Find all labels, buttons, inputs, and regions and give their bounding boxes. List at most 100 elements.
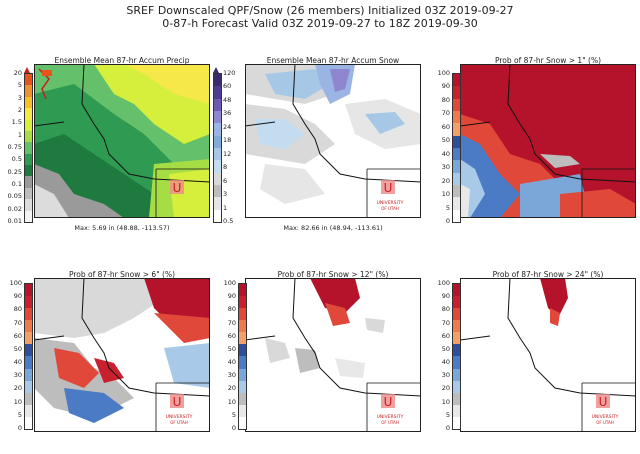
colorbar-tick-label: 10 <box>13 397 22 406</box>
colorbar-swatch <box>214 135 221 148</box>
panel-title-prob-12in: Prob of 87-hr Snow > 12" (%) <box>277 270 389 279</box>
colorbar-swatch <box>453 123 460 136</box>
logo-u: U <box>384 395 393 409</box>
colorbar-swatch <box>453 380 460 393</box>
colorbar-tick-label: 80 <box>13 305 22 314</box>
colorbar-tick-label: 90 <box>441 292 450 301</box>
colorbar-tick-label: 5 <box>17 410 22 419</box>
colorbar-swatch <box>453 110 460 124</box>
colorbar-swatch <box>214 172 221 185</box>
figure-title-line1: SREF Downscaled QPF/Snow (26 members) In… <box>126 4 514 17</box>
colorbar-swatch <box>453 404 460 417</box>
logo-u: U <box>173 181 182 195</box>
colorbar-swatch <box>239 368 246 381</box>
map-prob-1in <box>460 64 636 218</box>
logo-text: OF UTAH <box>596 420 614 425</box>
colorbar-tick-label: 0.5 <box>223 217 234 225</box>
colorbar-extend-arrow <box>24 67 30 73</box>
colorbar-tick-label: 40 <box>227 358 236 367</box>
logo-text: OF UTAH <box>381 420 399 425</box>
colorbar-swatch <box>25 284 32 297</box>
panel-title-prob-24in: Prob of 87-hr Snow > 24" (%) <box>492 270 604 279</box>
colorbar-swatch <box>25 85 32 97</box>
colorbar-tick-label: 60 <box>13 331 22 340</box>
colorbar-swatch <box>239 344 246 357</box>
colorbar-swatch <box>239 404 246 417</box>
colorbar-swatch <box>25 74 32 86</box>
colorbar-tick-label: 50 <box>441 136 450 145</box>
colorbar <box>213 73 222 223</box>
colorbar-tick-label: 120 <box>223 69 236 77</box>
colorbar-swatch <box>214 98 221 111</box>
colorbar-tick-label: 2 <box>17 106 22 114</box>
colorbar-swatch <box>239 356 246 369</box>
figure-title-line2: 0-87-h Forecast Valid 03Z 2019-09-27 to … <box>162 17 478 30</box>
panel-title-mean-snow: Ensemble Mean 87-hr Accum Snow <box>266 56 400 65</box>
max-label-precip: Max: 5.69 in (48.88, -113.57) <box>74 224 170 232</box>
colorbar-swatch <box>25 199 32 211</box>
colorbar-tick-label: 36 <box>223 109 232 118</box>
colorbar-tick-label: 50 <box>13 344 22 353</box>
colorbar-tick-label: 30 <box>441 163 450 172</box>
colorbar-swatch <box>214 160 221 173</box>
max-label-snow: Max: 82.66 in (48.94, -113.61) <box>283 224 383 232</box>
colorbar-swatch <box>214 209 221 222</box>
colorbar-swatch <box>453 98 460 111</box>
colorbar-tick-label: 0.05 <box>7 192 22 201</box>
colorbar-tick-label: 48 <box>223 95 232 104</box>
colorbar-swatch <box>25 380 32 393</box>
colorbar-swatch <box>25 210 32 222</box>
colorbar-tick-label: 0.01 <box>7 217 22 225</box>
logo-text: OF UTAH <box>170 420 188 425</box>
colorbar-swatch <box>239 380 246 393</box>
colorbar-tick-label: 80 <box>441 95 450 104</box>
colorbar-swatch <box>453 135 460 148</box>
colorbar-swatch <box>25 320 32 333</box>
panel-title-prob-1in: Prob of 87-hr Snow > 1" (%) <box>495 56 601 65</box>
colorbar-tick-label: 1 <box>223 203 228 212</box>
colorbar-swatch <box>25 308 32 321</box>
map-prob-6in: U UNIVERSITY OF UTAH <box>34 278 210 432</box>
colorbar-tick-label: 70 <box>13 318 22 327</box>
colorbar-tick-label: 60 <box>441 331 450 340</box>
colorbar-tick-label: 80 <box>441 305 450 314</box>
colorbar-swatch <box>25 176 32 188</box>
colorbar-tick-label: 0.1 <box>11 180 22 188</box>
colorbar-swatch <box>214 86 221 99</box>
colorbar-swatch <box>25 119 32 131</box>
colorbar-swatch <box>453 392 460 405</box>
colorbar <box>452 73 461 223</box>
colorbar-swatch <box>25 296 32 309</box>
colorbar-swatch <box>239 320 246 333</box>
colorbar-tick-label: 0 <box>17 424 22 432</box>
colorbar-tick-label: 70 <box>441 109 450 118</box>
colorbar-tick-label: 3 <box>17 93 22 102</box>
colorbar-tick-label: 30 <box>13 371 22 380</box>
colorbar-swatch <box>453 356 460 369</box>
colorbar-swatch <box>239 392 246 405</box>
colorbar <box>24 73 33 223</box>
colorbar-swatch <box>25 153 32 165</box>
colorbar-tick-label: 5 <box>17 81 22 90</box>
logo-text: OF UTAH <box>381 206 399 211</box>
colorbar-tick-label: 0 <box>445 217 450 225</box>
colorbar-tick-label: 50 <box>227 344 236 353</box>
colorbar-swatch <box>453 172 460 185</box>
colorbar-tick-label: 20 <box>441 384 450 393</box>
colorbar-tick-label: 40 <box>13 358 22 367</box>
colorbar-swatch <box>239 284 246 297</box>
colorbar-tick-label: 10 <box>227 397 236 406</box>
colorbar-tick-label: 0 <box>231 424 236 432</box>
colorbar-tick-label: 3 <box>223 190 228 199</box>
colorbar-tick-label: 50 <box>441 344 450 353</box>
colorbar-swatch <box>239 296 246 309</box>
colorbar-tick-label: 10 <box>441 190 450 199</box>
colorbar-swatch <box>25 416 32 429</box>
colorbar-tick-label: 0 <box>445 424 450 432</box>
colorbar-swatch <box>239 308 246 321</box>
colorbar-swatch <box>214 123 221 136</box>
colorbar <box>238 283 247 430</box>
logo-text: UNIVERSITY <box>166 414 193 420</box>
colorbar-tick-label: 8 <box>223 163 228 172</box>
colorbar-tick-label: 60 <box>223 82 232 91</box>
